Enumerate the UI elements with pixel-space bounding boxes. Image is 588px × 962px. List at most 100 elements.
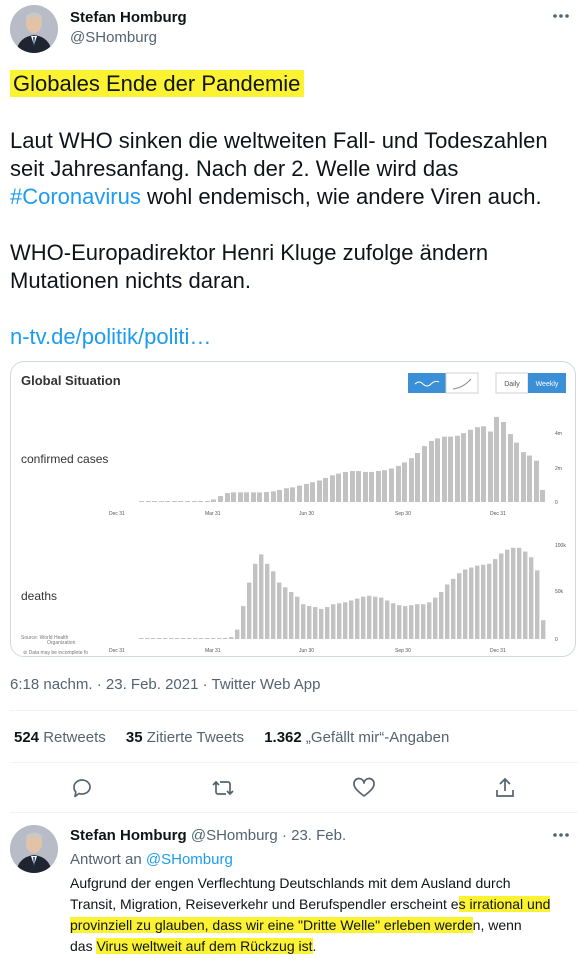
bar	[511, 547, 516, 639]
reply-icon[interactable]	[69, 776, 95, 800]
retweets-count: 524	[14, 729, 40, 746]
weekly-label: Weekly	[536, 381, 559, 388]
bar	[457, 573, 462, 639]
x-tick-label: Jun 30	[299, 648, 314, 654]
bar	[325, 607, 330, 639]
bar	[193, 638, 198, 639]
area-view-button[interactable]	[445, 372, 479, 394]
bar	[427, 602, 432, 639]
bar	[235, 629, 240, 639]
author-handle[interactable]: @SHomburg	[70, 29, 157, 46]
bar	[409, 605, 414, 639]
bar	[415, 604, 420, 639]
author-name[interactable]: Stefan Homburg	[70, 9, 187, 26]
bar	[264, 492, 269, 502]
reply-highlight: provinziell zu glauben, dass wir eine "D…	[70, 917, 473, 933]
line-view-button[interactable]	[408, 373, 446, 393]
reply-to-prefix: Antwort an	[70, 851, 146, 868]
y-tick-label: 0	[555, 637, 558, 643]
bar	[343, 471, 348, 502]
more-options-icon[interactable]	[548, 8, 574, 24]
bar	[514, 442, 519, 502]
y-tick-label: 4m	[555, 431, 562, 437]
bar	[289, 592, 294, 639]
bar	[257, 492, 262, 502]
bar	[198, 501, 203, 502]
avatar-portrait-icon	[10, 5, 58, 53]
reply-to-handle[interactable]: @SHomburg	[145, 851, 233, 868]
reply-author-name[interactable]: Stefan Homburg	[70, 827, 187, 844]
bar	[244, 492, 249, 502]
period-toggle[interactable]: Daily Weekly	[495, 372, 566, 394]
article-link[interactable]: n-tv.de/politik/politi…	[10, 324, 212, 349]
bar	[251, 492, 256, 502]
likes-label: „Gefällt mir“-Angaben	[305, 729, 450, 746]
tweet-headline-line: Globales Ende der Pandemie	[10, 70, 580, 98]
bar	[304, 483, 309, 502]
bar	[277, 489, 282, 502]
bar	[349, 600, 354, 639]
bar	[295, 596, 300, 639]
bar	[297, 485, 302, 502]
bar	[527, 455, 532, 502]
x-tick-label: Mar 31	[205, 511, 221, 517]
likes-stat[interactable]: 1.362 „Gefällt mir“-Angaben	[264, 729, 449, 746]
bar	[253, 563, 258, 639]
weekly-button[interactable]	[528, 373, 566, 393]
bar	[151, 638, 156, 639]
bar	[163, 638, 168, 639]
reply-author-handle[interactable]: @SHomburg	[190, 827, 278, 844]
source-line-1: Source: World Health	[21, 635, 69, 641]
bar	[175, 638, 180, 639]
tweet-text-part: wohl endemisch, wie andere Viren auch.	[140, 184, 542, 209]
y-tick-label: 2m	[555, 466, 562, 472]
reply-text-line: das Virus weltweit auf dem Rückzug ist.	[70, 936, 580, 957]
bar	[451, 578, 456, 639]
reply-date[interactable]: · 23. Feb.	[281, 827, 347, 844]
chart-type-toggle[interactable]	[408, 372, 479, 394]
x-tick-label: Dec 31	[109, 648, 125, 654]
bar	[185, 501, 190, 502]
bar	[429, 440, 434, 502]
bar	[192, 501, 197, 502]
bar	[317, 480, 322, 502]
bar	[367, 595, 372, 639]
quotes-stat[interactable]: 35 Zitierte Tweets	[126, 729, 244, 746]
bar	[265, 563, 270, 639]
bar	[385, 600, 390, 639]
bar	[455, 435, 460, 502]
y-tick-label: 50k	[555, 589, 564, 595]
reply-text: Aufgrund der engen Verflechtung Deutschl…	[70, 873, 580, 957]
bar	[535, 570, 540, 639]
tweet-timestamp[interactable]: 6:18 nachm. · 23. Feb. 2021 · Twitter We…	[10, 676, 321, 693]
bar	[284, 488, 289, 502]
bar	[541, 620, 546, 639]
bar	[145, 638, 150, 639]
bar	[529, 557, 534, 639]
link-card-image[interactable]: Global Situation Daily Weekly confirmed …	[10, 361, 576, 657]
divider	[10, 812, 578, 813]
bar	[481, 564, 486, 639]
share-icon[interactable]	[492, 776, 518, 800]
x-tick-label: Sep 30	[395, 511, 411, 517]
avatar[interactable]	[10, 5, 58, 53]
reply-text-part: n, wenn	[472, 917, 522, 933]
bar	[218, 495, 223, 502]
more-options-icon[interactable]	[548, 827, 574, 843]
retweet-icon[interactable]	[210, 776, 236, 800]
bar	[355, 598, 360, 639]
retweets-stat[interactable]: 524 Retweets	[14, 729, 106, 746]
x-tick-label: Dec 31	[490, 511, 506, 517]
daily-label: Daily	[504, 381, 520, 388]
x-tick-label: Dec 31	[490, 648, 506, 654]
bar	[475, 565, 480, 639]
bar	[211, 638, 216, 639]
hashtag-link[interactable]: #Coronavirus	[10, 184, 141, 209]
bar	[247, 582, 252, 639]
reply-avatar[interactable]	[10, 825, 58, 873]
cases-chart-title: confirmed cases	[21, 452, 108, 466]
reply-text-line: Aufgrund der engen Verflechtung Deutschl…	[70, 875, 511, 891]
tweet-stats: 524 Retweets 35 Zitierte Tweets 1.362 „G…	[14, 729, 465, 746]
like-icon[interactable]	[351, 776, 377, 800]
line-view-icon	[414, 380, 440, 387]
